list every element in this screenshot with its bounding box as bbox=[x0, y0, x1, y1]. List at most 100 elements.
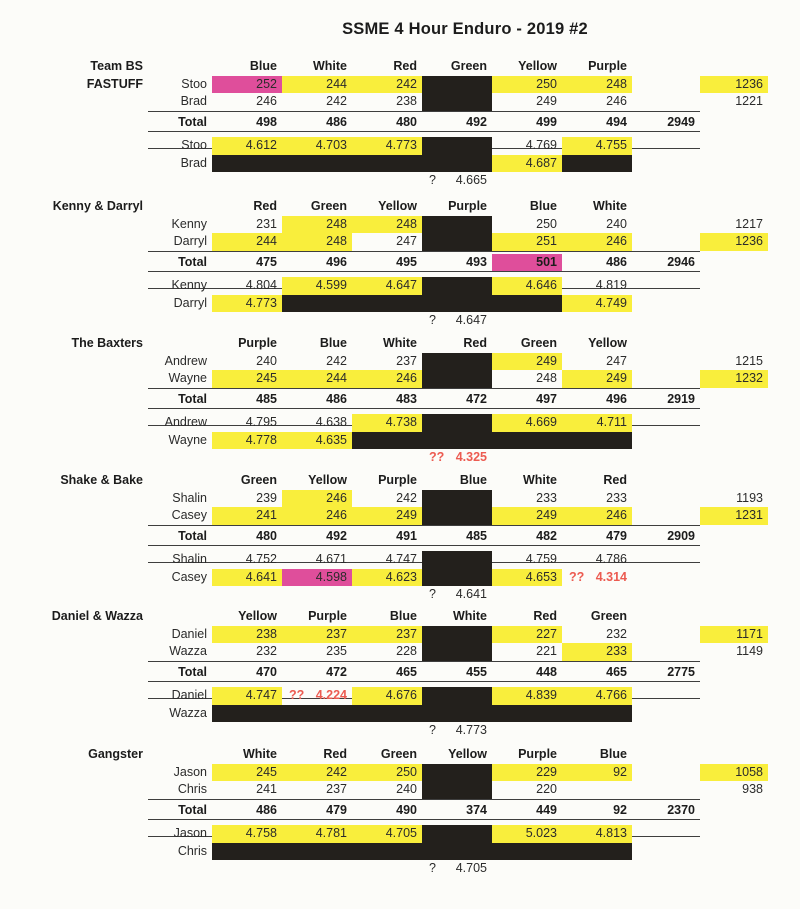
redacted-cell bbox=[212, 704, 282, 722]
redacted-cell bbox=[492, 431, 562, 449]
rider-name: Stoo bbox=[181, 138, 207, 152]
total-label: Total bbox=[178, 391, 207, 406]
spacer bbox=[700, 843, 768, 861]
column-total-cell: 496 bbox=[606, 391, 627, 406]
redacted-cell bbox=[422, 643, 492, 661]
lap-count-cell: 244 bbox=[212, 233, 282, 251]
lap-count-cell bbox=[562, 781, 632, 799]
team-section: Team BS Blue White Red Green Yellow Purple FAST… bbox=[0, 58, 768, 190]
rider-name: Darryl bbox=[173, 234, 207, 248]
lap-count-cell: 92 bbox=[562, 763, 632, 781]
column-total-cell: 475 bbox=[256, 254, 277, 269]
question-mark: ? bbox=[429, 313, 436, 327]
column-header: Red bbox=[253, 199, 277, 213]
team-subname bbox=[0, 353, 148, 371]
redacted-cell bbox=[282, 154, 352, 172]
column-header: Green bbox=[240, 473, 277, 487]
lap-count-cell: 248 bbox=[282, 233, 352, 251]
spacer bbox=[0, 254, 148, 272]
redacted-cell bbox=[352, 154, 422, 172]
redacted-cell bbox=[422, 551, 492, 569]
rider-total-cell: 1149 bbox=[736, 644, 763, 658]
spacer bbox=[0, 843, 148, 861]
redacted-cell bbox=[422, 568, 492, 586]
rider-name: Daniel bbox=[171, 626, 207, 641]
total-row: Total 470 472 465 455 448 465 2775 bbox=[0, 664, 768, 682]
lap-count-row: Casey 241 246 249 249 246 1231 bbox=[0, 507, 768, 525]
grand-total-cell: 2909 bbox=[667, 528, 695, 543]
column-total-cell: 465 bbox=[606, 664, 627, 679]
column-total-cell: 482 bbox=[536, 528, 557, 543]
lap-count-cell: 244 bbox=[282, 370, 352, 388]
spacer bbox=[632, 687, 700, 705]
spacer bbox=[700, 335, 768, 353]
redacted-cell bbox=[422, 233, 492, 251]
lap-count-cell: 229 bbox=[492, 763, 562, 781]
lap-count-cell: 220 bbox=[536, 782, 557, 796]
lap-count-cell: 238 bbox=[212, 625, 282, 643]
column-total-cell: 479 bbox=[326, 802, 347, 817]
spacer bbox=[632, 58, 700, 76]
spacer bbox=[0, 687, 148, 705]
spacer bbox=[632, 414, 700, 432]
column-header: Purple bbox=[308, 609, 347, 623]
redacted-cell bbox=[422, 781, 492, 799]
lap-count-cell: 235 bbox=[326, 644, 347, 658]
column-total-cell: 492 bbox=[326, 528, 347, 543]
team-subname bbox=[0, 507, 148, 525]
rider-total-cell: 1193 bbox=[736, 490, 763, 505]
column-total-cell: 496 bbox=[326, 254, 347, 269]
column-total-cell: 472 bbox=[466, 391, 487, 406]
divider-row bbox=[0, 110, 768, 114]
divider-line bbox=[148, 250, 700, 269]
rider-name: Casey bbox=[171, 569, 207, 584]
header-row: The Baxters Purple Blue White Red Green Yellow bbox=[0, 335, 768, 353]
column-header: Red bbox=[533, 609, 557, 623]
fastest-lap-cell: ? 4.665 bbox=[422, 172, 492, 190]
spacer bbox=[632, 608, 700, 626]
redacted-cell bbox=[422, 414, 492, 432]
team-subname bbox=[0, 233, 148, 251]
redacted-cell bbox=[492, 294, 562, 312]
lap-count-cell: 242 bbox=[326, 94, 347, 108]
lap-count-cell: 240 bbox=[256, 353, 277, 368]
rider-total-cell: 1058 bbox=[700, 763, 768, 781]
lap-count-cell: 232 bbox=[606, 626, 627, 641]
spacer bbox=[700, 569, 768, 587]
lap-count-cell: 237 bbox=[282, 625, 352, 643]
spacer bbox=[700, 528, 768, 546]
spacer bbox=[632, 335, 700, 353]
team-subname bbox=[0, 370, 148, 388]
lap-count-row: Darryl 244 248 247 251 246 1236 bbox=[0, 233, 768, 251]
lap-time-cell: 4.638 bbox=[315, 415, 347, 429]
lap-time-cell: 4.747 bbox=[212, 687, 282, 705]
lap-time-row: Shalin 4.752 4.671 4.747 4.759 4.786 bbox=[0, 551, 768, 569]
team-subname bbox=[0, 781, 148, 799]
column-header: White bbox=[242, 747, 277, 761]
divider-line bbox=[148, 798, 700, 817]
rider-name: Stoo bbox=[181, 76, 207, 91]
lap-time-cell: 4.759 bbox=[525, 552, 557, 566]
redacted-cell bbox=[422, 431, 492, 449]
spacer bbox=[0, 114, 148, 132]
rider-name: Wayne bbox=[168, 432, 207, 447]
lap-count-cell: 249 bbox=[352, 507, 422, 525]
lap-count-cell: 245 bbox=[212, 763, 282, 781]
lap-time-row: Chris bbox=[0, 842, 768, 861]
lap-count-cell: 246 bbox=[606, 94, 627, 108]
column-header: Yellow bbox=[308, 473, 347, 487]
lap-count-cell: 241 bbox=[256, 782, 277, 796]
lap-count-row: Andrew 240 242 237 249 247 1215 bbox=[0, 352, 768, 371]
redacted-cell bbox=[352, 294, 422, 312]
lap-count-cell: 248 bbox=[562, 75, 632, 93]
question-mark: ?? bbox=[569, 569, 585, 584]
rider-name: Brad bbox=[180, 155, 207, 170]
lap-count-cell: 246 bbox=[562, 507, 632, 525]
spacer bbox=[700, 687, 768, 705]
grand-total-cell: 2370 bbox=[667, 802, 695, 817]
redacted-cell bbox=[422, 489, 492, 507]
spacer bbox=[632, 746, 700, 764]
column-total-cell: 494 bbox=[606, 114, 627, 129]
lap-time-cell: 4.646 bbox=[492, 277, 562, 295]
lap-time-cell: 4.676 bbox=[352, 687, 422, 705]
